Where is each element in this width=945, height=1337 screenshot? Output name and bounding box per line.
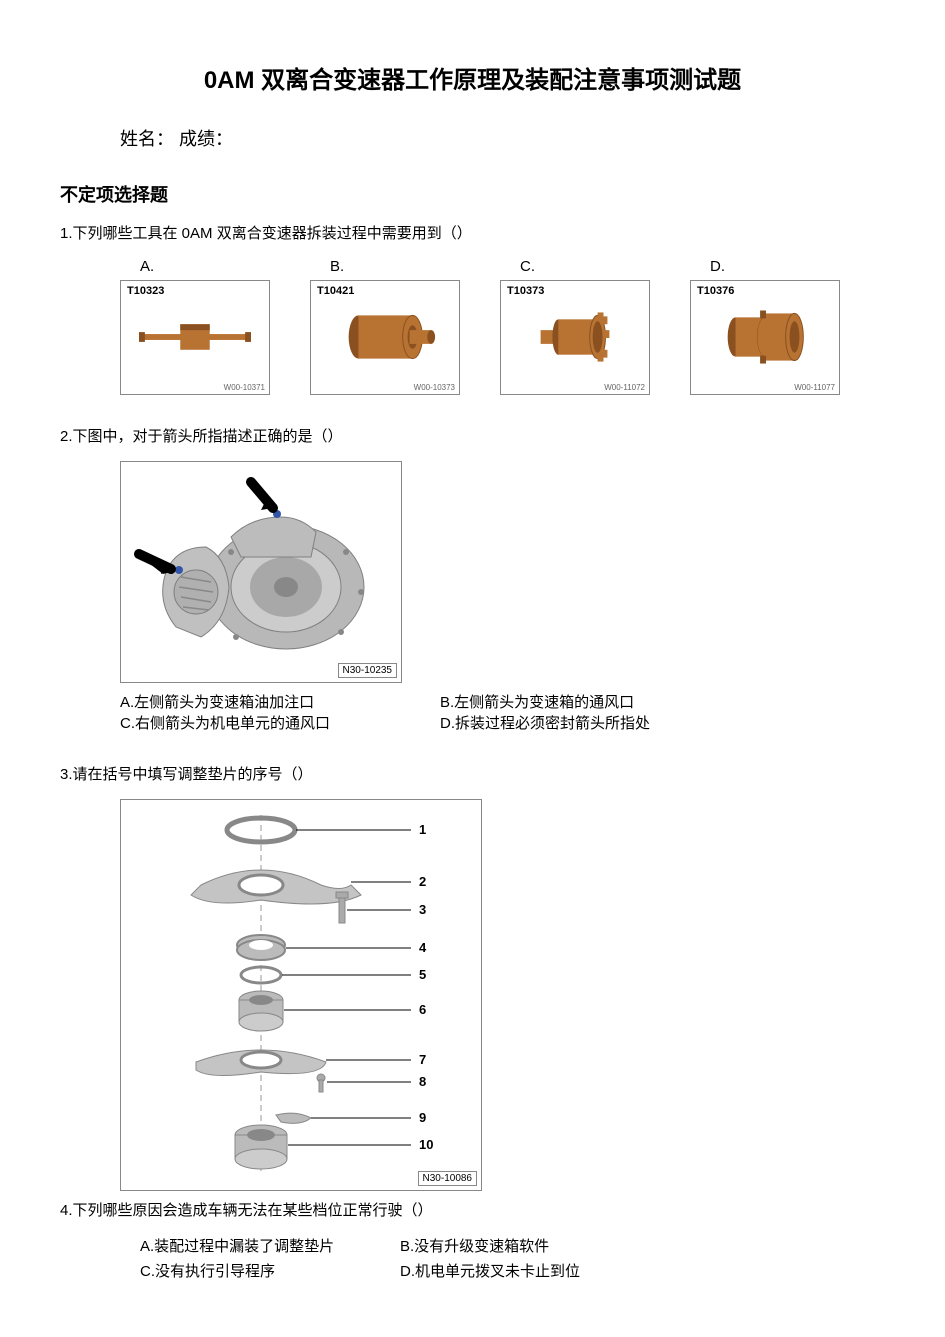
- q3-label-2: 2: [419, 874, 426, 889]
- q1-tool-box-a: T10323 W00-10371: [120, 280, 270, 395]
- q3-label-3: 3: [419, 902, 426, 917]
- section-heading: 不定项选择题: [60, 181, 885, 207]
- q1-letter-b: B.: [330, 258, 344, 275]
- q3-image-box: 1 2 3 4 5 6 7 8 9 10 N30-10086: [120, 799, 482, 1191]
- q1-tool-bottom-a: W00-10371: [224, 383, 265, 392]
- q1-tool-box-d: T10376 W00-11077: [690, 280, 840, 395]
- q3-label-7: 7: [419, 1052, 426, 1067]
- q1-letter-d: D.: [710, 258, 725, 275]
- q1-tool-box-c: T10373 W00-11072: [500, 280, 650, 395]
- q1-tool-bottom-c: W00-11072: [604, 383, 645, 392]
- q2-option-a: A.左侧箭头为变速箱油加注口: [120, 691, 440, 712]
- q3-label-6: 6: [419, 1002, 426, 1017]
- q1-letter-c: C.: [520, 258, 535, 275]
- q2-image-box: N30-10235: [120, 461, 402, 683]
- q3-label-8: 8: [419, 1074, 426, 1089]
- q1-tool-box-b: T10421 W00-10373: [310, 280, 460, 395]
- page-title: 0AM 双离合变速器工作原理及装配注意事项测试题: [60, 60, 885, 95]
- q2-reference-label: N30-10235: [338, 663, 397, 678]
- gearbox-icon: [121, 462, 401, 682]
- page: 0AM 双离合变速器工作原理及装配注意事项测试题 姓名： 成绩： 不定项选择题 …: [0, 0, 945, 1325]
- q1-option-c: C. T10373 W00-11072: [500, 258, 650, 395]
- q2-option-d: D.拆装过程必须密封箭头所指处: [440, 712, 760, 733]
- tool-b-icon: [311, 281, 459, 394]
- q1-tool-bottom-d: W00-11077: [794, 383, 835, 392]
- q3-label-4: 4: [419, 940, 426, 955]
- q1-options-row: A. T10323 W00-10371 B. T10421 W00-10373: [120, 258, 885, 395]
- q1-option-d: D. T10376 W00-11077: [690, 258, 840, 395]
- q2-option-b: B.左侧箭头为变速箱的通风口: [440, 691, 760, 712]
- q3-label-9: 9: [419, 1110, 426, 1125]
- q1-letter-a: A.: [140, 258, 154, 275]
- q4-option-b: B.没有升级变速箱软件: [400, 1235, 660, 1256]
- q4-option-a: A.装配过程中漏装了调整垫片: [140, 1235, 400, 1256]
- name-score-line: 姓名： 成绩：: [120, 125, 885, 151]
- q3-label-10: 10: [419, 1137, 433, 1152]
- question-3-text: 3.请在括号中填写调整垫片的序号（）: [60, 763, 885, 784]
- q1-tool-label-b: T10421: [317, 285, 354, 297]
- tool-d-icon: [691, 281, 839, 394]
- question-4-text: 4.下列哪些原因会造成车辆无法在某些档位正常行驶（）: [60, 1199, 885, 1220]
- q1-tool-label-c: T10373: [507, 285, 544, 297]
- q1-tool-label-a: T10323: [127, 285, 164, 297]
- q2-options: A.左侧箭头为变速箱油加注口 B.左侧箭头为变速箱的通风口 C.右侧箭头为机电单…: [120, 691, 885, 733]
- tool-c-icon: [501, 281, 649, 394]
- question-2-text: 2.下图中，对于箭头所指描述正确的是（）: [60, 425, 885, 446]
- q3-reference-label: N30-10086: [418, 1171, 477, 1186]
- q1-option-a: A. T10323 W00-10371: [120, 258, 270, 395]
- q3-label-5: 5: [419, 967, 426, 982]
- q2-option-c: C.右侧箭头为机电单元的通风口: [120, 712, 440, 733]
- q1-tool-label-d: T10376: [697, 285, 734, 297]
- q3-label-1: 1: [419, 822, 426, 837]
- q4-option-d: D.机电单元拨叉未卡止到位: [400, 1260, 660, 1281]
- q4-options: A.装配过程中漏装了调整垫片 B.没有升级变速箱软件 C.没有执行引导程序 D.…: [140, 1235, 885, 1281]
- q1-option-b: B. T10421 W00-10373: [310, 258, 460, 395]
- question-1-text: 1.下列哪些工具在 0AM 双离合变速器拆装过程中需要用到（）: [60, 222, 885, 243]
- tool-a-icon: [121, 281, 269, 394]
- q4-option-c: C.没有执行引导程序: [140, 1260, 400, 1281]
- exploded-view-icon: [121, 800, 481, 1190]
- q1-tool-bottom-b: W00-10373: [414, 383, 455, 392]
